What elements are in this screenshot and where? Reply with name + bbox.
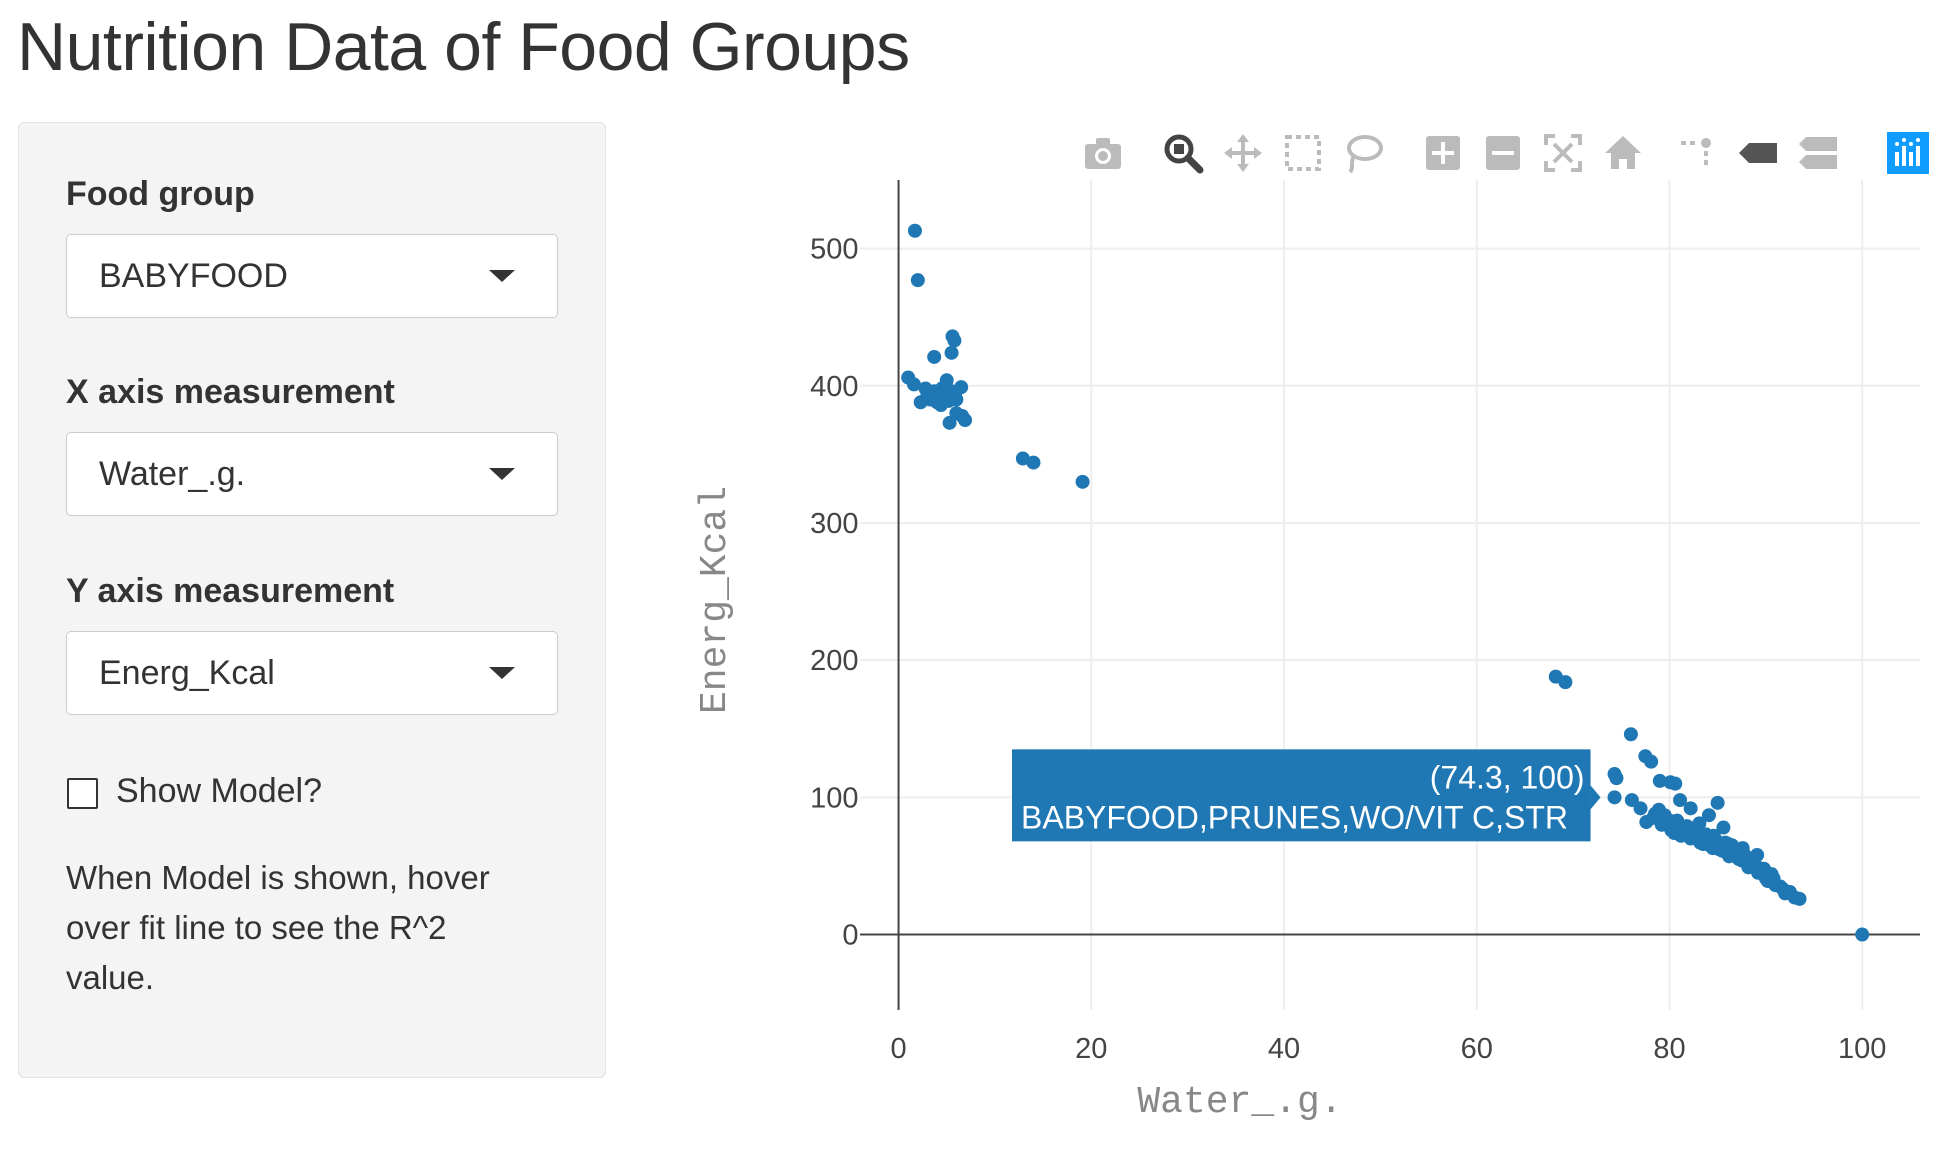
show-model-checkbox[interactable] <box>67 778 98 809</box>
data-point[interactable] <box>1776 882 1791 897</box>
hover-tooltip: (74.3, 100) BABYFOOD,PRUNES,WO/VIT C,STR <box>1012 749 1601 842</box>
data-point[interactable] <box>1764 867 1779 882</box>
box-select-icon[interactable] <box>1280 130 1326 176</box>
chevron-down-icon <box>489 468 515 480</box>
y-axis-title: Energ_Kcal <box>694 486 737 714</box>
zoom-out-icon[interactable] <box>1480 130 1526 176</box>
x-axis-select[interactable]: Water_.g. <box>66 432 558 516</box>
data-point[interactable] <box>927 349 942 364</box>
y-tick-label: 500 <box>810 234 858 266</box>
x-tick-label: 80 <box>1653 1033 1685 1065</box>
y-tick-label: 300 <box>810 508 858 540</box>
data-point[interactable] <box>939 373 954 388</box>
x-tick-label: 100 <box>1838 1033 1886 1065</box>
zoom-icon[interactable] <box>1160 130 1206 176</box>
tooltip-label: BABYFOOD,PRUNES,WO/VIT C,STR <box>1021 799 1568 835</box>
x-tick-label: 20 <box>1075 1033 1107 1065</box>
plotly-logo-icon[interactable] <box>1885 130 1931 176</box>
data-point[interactable] <box>907 223 922 238</box>
y-tick-label: 100 <box>810 782 858 814</box>
data-point[interactable] <box>1683 801 1698 816</box>
data-point[interactable] <box>1735 841 1750 856</box>
y-tick-label: 200 <box>810 645 858 677</box>
data-point[interactable] <box>1015 451 1030 466</box>
axes: 0 20 40 60 80 100 0 100 200 300 400 500 <box>810 180 1920 1065</box>
food-group-value: BABYFOOD <box>99 257 288 295</box>
chevron-down-icon <box>489 667 515 679</box>
show-model-label: Show Model? <box>116 772 323 810</box>
tooltip-arrow <box>1590 785 1601 810</box>
data-point[interactable] <box>948 385 963 400</box>
data-point[interactable] <box>1633 801 1648 816</box>
plot-modebar <box>1080 130 1940 180</box>
y-tick-label: 400 <box>810 371 858 403</box>
food-group-label: Food group <box>66 175 255 213</box>
data-point[interactable] <box>944 345 959 360</box>
data-point[interactable] <box>1701 808 1716 823</box>
zoom-in-icon[interactable] <box>1420 130 1466 176</box>
data-point[interactable] <box>1792 891 1807 906</box>
food-group-select[interactable]: BABYFOOD <box>66 234 558 318</box>
tooltip-coordinates: (74.3, 100) <box>1430 759 1585 795</box>
data-point[interactable] <box>1673 793 1688 808</box>
data-point[interactable] <box>933 397 948 412</box>
x-axis-label: X axis measurement <box>66 373 395 411</box>
data-point[interactable] <box>1558 675 1573 690</box>
spike-lines-icon[interactable] <box>1675 130 1721 176</box>
grid-lines <box>860 180 1920 1010</box>
data-point[interactable] <box>1710 795 1725 810</box>
data-point[interactable] <box>1706 828 1721 843</box>
data-point[interactable] <box>1668 776 1683 791</box>
data-point[interactable] <box>910 273 925 288</box>
autoscale-icon[interactable] <box>1540 130 1586 176</box>
x-tick-label: 0 <box>890 1033 906 1065</box>
x-axis-title: Water_.g. <box>1137 1081 1342 1124</box>
tooltip-box <box>1012 749 1591 842</box>
data-point[interactable] <box>1026 455 1041 470</box>
hover-compare-icon[interactable] <box>1795 130 1841 176</box>
lasso-select-icon[interactable] <box>1340 130 1386 176</box>
y-axis-label: Y axis measurement <box>66 572 395 610</box>
data-point[interactable] <box>1652 773 1667 788</box>
data-point[interactable] <box>1607 767 1622 782</box>
y-axis-value: Energ_Kcal <box>99 654 275 692</box>
camera-icon[interactable] <box>1080 130 1126 176</box>
y-axis-select[interactable]: Energ_Kcal <box>66 631 558 715</box>
data-point[interactable] <box>947 333 962 348</box>
data-point[interactable] <box>1624 793 1639 808</box>
data-point[interactable] <box>1607 790 1622 805</box>
hover-closest-icon[interactable] <box>1735 130 1781 176</box>
data-point[interactable] <box>1692 816 1707 831</box>
x-tick-label: 60 <box>1461 1033 1493 1065</box>
data-points[interactable] <box>901 223 1870 942</box>
y-tick-label: 0 <box>842 920 858 952</box>
sidebar-panel: Food group BABYFOOD X axis measurement W… <box>18 122 606 1078</box>
data-point[interactable] <box>1075 474 1090 489</box>
data-point[interactable] <box>1855 927 1870 942</box>
x-tick-label: 40 <box>1268 1033 1300 1065</box>
x-axis-value: Water_.g. <box>99 455 246 493</box>
data-point[interactable] <box>1623 727 1638 742</box>
data-point[interactable] <box>906 377 921 392</box>
data-point[interactable] <box>918 381 933 396</box>
page-title: Nutrition Data of Food Groups <box>17 9 910 85</box>
help-text: When Model is shown, hover over fit line… <box>66 859 490 996</box>
data-point[interactable] <box>1644 754 1659 769</box>
pan-icon[interactable] <box>1220 130 1266 176</box>
data-point[interactable] <box>1716 820 1731 835</box>
data-point[interactable] <box>1721 837 1736 851</box>
data-point[interactable] <box>1750 847 1765 862</box>
reset-axes-icon[interactable] <box>1600 130 1646 176</box>
data-point[interactable] <box>958 413 973 428</box>
chevron-down-icon <box>489 270 515 282</box>
